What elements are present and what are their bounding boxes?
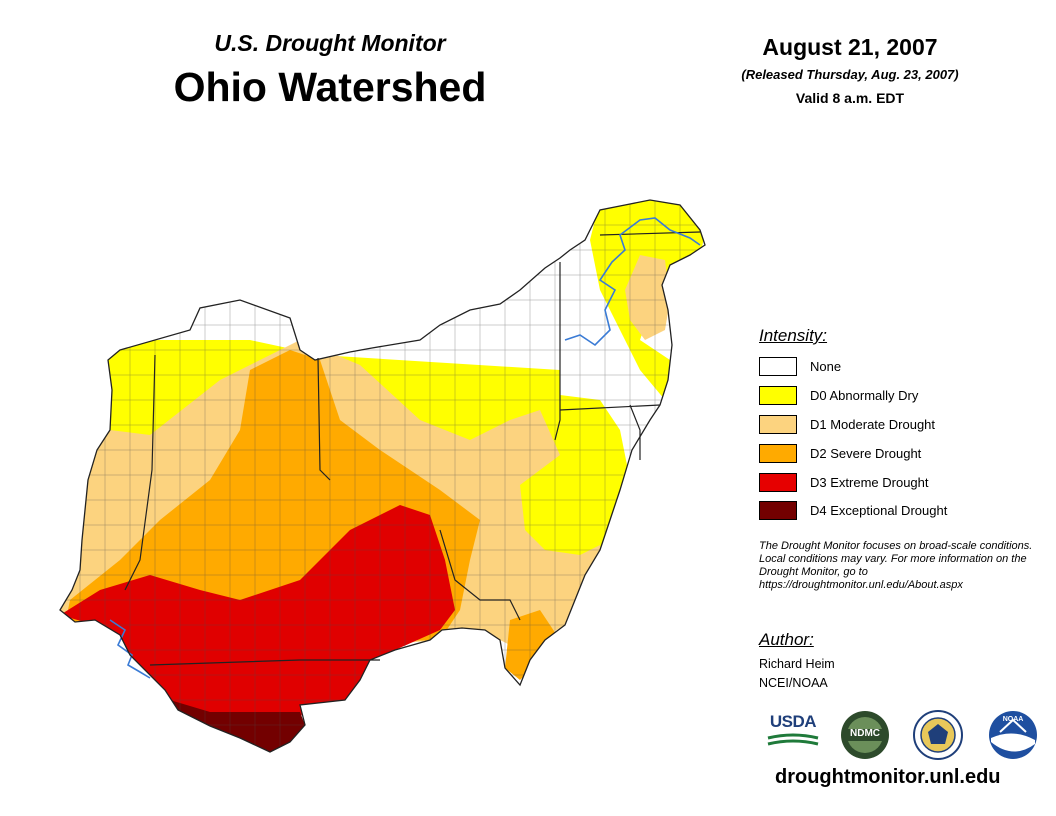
legend-title: Intensity: bbox=[759, 326, 828, 345]
release-note: (Released Thursday, Aug. 23, 2007) bbox=[741, 67, 959, 82]
d3-area bbox=[60, 505, 455, 752]
disclaimer-note: The Drought Monitor focuses on broad-sca… bbox=[759, 540, 1033, 591]
legend-item-d0: D0 Abnormally Dry bbox=[759, 384, 918, 406]
legend-swatch bbox=[759, 414, 797, 434]
ndmc-logo: NDMC bbox=[840, 710, 890, 760]
map-subtitle: U.S. Drought Monitor bbox=[214, 30, 446, 56]
footer-url[interactable]: droughtmonitor.unl.edu bbox=[775, 766, 1001, 788]
author-heading: Author: bbox=[759, 630, 814, 649]
usda-waves-icon bbox=[767, 733, 819, 746]
legend-item-none: None bbox=[759, 355, 841, 377]
legend-item-d1: D1 Moderate Drought bbox=[759, 413, 935, 435]
valid-time: Valid 8 a.m. EDT bbox=[795, 90, 905, 106]
legend-swatch bbox=[759, 472, 797, 492]
legend-label: D1 Moderate Drought bbox=[810, 416, 936, 432]
ndmc-logo-text: NDMC bbox=[850, 728, 880, 739]
usda-logo: USDA bbox=[766, 712, 820, 752]
legend-swatch bbox=[759, 356, 797, 376]
legend-item-d4: D4 Exceptional Drought bbox=[759, 499, 947, 521]
commerce-seal-logo bbox=[913, 710, 963, 760]
legend-swatch bbox=[759, 500, 797, 520]
drought-map bbox=[59, 199, 706, 753]
legend-swatch bbox=[759, 385, 797, 405]
legend-swatch bbox=[759, 443, 797, 463]
legend-label: D2 Severe Drought bbox=[810, 445, 922, 461]
map-date: August 21, 2007 bbox=[762, 34, 938, 60]
usda-logo-text: USDA bbox=[769, 712, 817, 731]
legend-label: None bbox=[810, 358, 842, 374]
ndmc-emblem-icon bbox=[841, 711, 889, 759]
legend-label: D3 Extreme Drought bbox=[810, 474, 929, 490]
commerce-seal-icon bbox=[913, 710, 963, 760]
legend-label: D0 Abnormally Dry bbox=[810, 387, 919, 403]
author-org: NCEI/NOAA bbox=[759, 676, 828, 690]
map-title: Ohio Watershed bbox=[173, 64, 487, 110]
rivers bbox=[109, 217, 701, 679]
noaa-emblem-icon bbox=[989, 711, 1037, 759]
author-name: Richard Heim bbox=[759, 657, 835, 671]
legend-label: D4 Exceptional Drought bbox=[810, 502, 948, 518]
legend-item-d2: D2 Severe Drought bbox=[759, 442, 921, 464]
noaa-logo-text: NOAA bbox=[1002, 716, 1024, 723]
legend-item-d3: D3 Extreme Drought bbox=[759, 471, 929, 493]
noaa-logo: NOAA bbox=[988, 710, 1038, 760]
d4-area bbox=[170, 700, 305, 752]
state-borders bbox=[124, 231, 701, 666]
